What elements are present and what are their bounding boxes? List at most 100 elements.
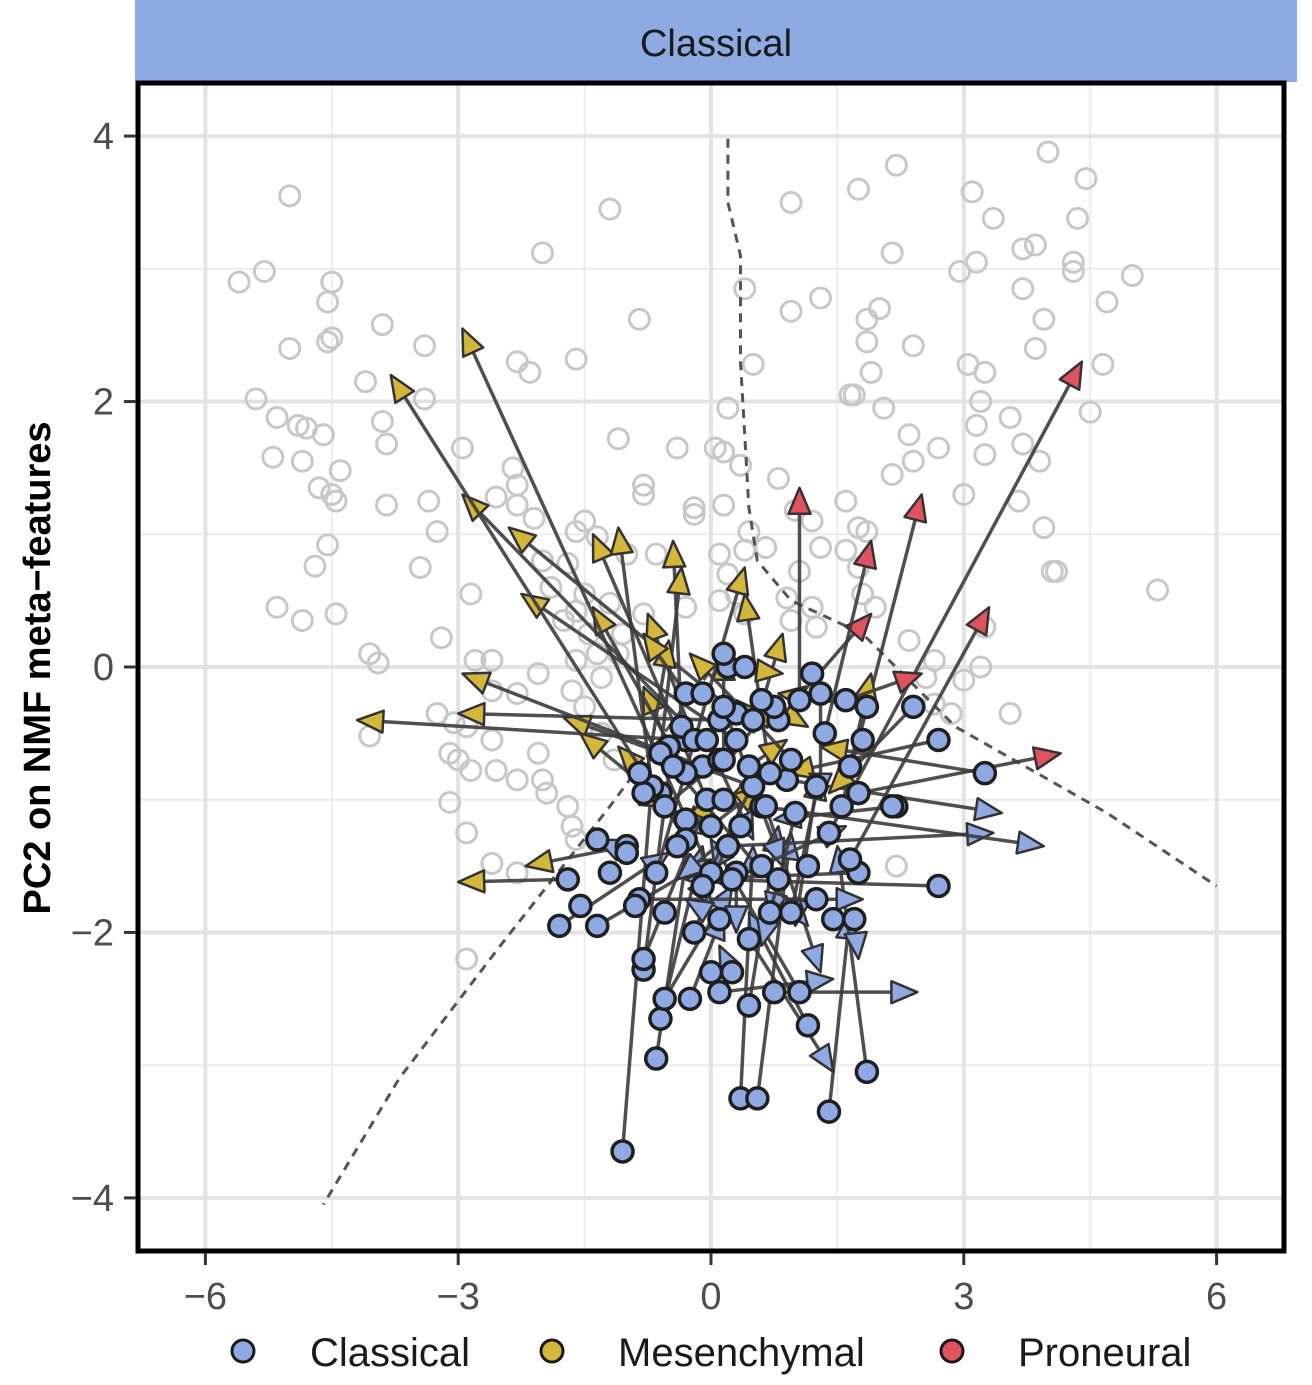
legend-label-proneural: Proneural [1018,1331,1191,1375]
background-point [375,432,399,456]
background-point [366,651,390,675]
trajectory-arrow-head [892,670,923,694]
classical-point [736,926,762,952]
plot-border [135,80,1287,1254]
background-point [775,586,799,610]
classical-point [660,754,686,779]
classical-point [820,906,846,932]
background-point [969,655,993,679]
classical-point [787,979,812,1005]
trajectory-arrow-head [609,526,634,557]
background-point [809,286,833,310]
background-point [459,759,483,783]
trajectory-arrow-head [890,979,919,1005]
background-point [324,602,348,626]
legend-swatch-mesenchymal [539,1338,565,1364]
background-point [450,436,474,460]
classical-point [631,946,656,972]
trajectory-arrow-head [973,796,1003,822]
classical-point [707,979,732,1005]
background-point [682,502,706,526]
classical-point [854,694,880,720]
background-point [754,536,778,560]
trajectory-arrow-shaft [382,719,686,742]
trajectory-arrow-shaft [541,607,738,742]
classical-point [707,906,732,932]
background-point [644,542,668,566]
trajectory-arrow-head [684,898,715,924]
background-point [897,423,921,447]
background-point [413,387,436,411]
trajectory-arrow-head [688,652,718,682]
background-point [1032,516,1056,540]
trajectory-arrow-head [645,612,669,644]
classical-point [648,1006,673,1031]
background-point [526,741,550,765]
background-point [998,405,1022,429]
trajectory-arrow-head [787,486,812,516]
classical-point [795,853,821,879]
background-point [851,582,875,606]
classical-point [610,1139,635,1164]
background-point [779,190,803,214]
background-point [804,615,828,639]
classical-point [555,867,580,892]
x-tick-label: 3 [953,1276,974,1318]
background-point [897,628,921,652]
background-point [880,463,904,487]
background-point [842,383,866,407]
classical-point [879,794,905,819]
background-point [564,648,588,672]
background-point [438,790,462,814]
y-tick-label: 2 [93,382,114,424]
background-point [1011,432,1035,456]
trajectory-arrow-head [754,658,784,683]
background-point [370,313,394,337]
classical-point [652,794,677,819]
background-point [413,334,436,358]
background-point [665,436,689,460]
background-point [429,626,453,650]
trajectory-arrow-head [456,869,486,894]
background-point [927,436,951,460]
classical-point [643,1046,669,1071]
classical-point [690,681,715,706]
y-axis-title: PC2 on NMF meta−features [17,421,59,914]
background-point [370,409,394,433]
background-point [316,290,340,314]
classical-point [804,774,829,799]
background-point [969,390,993,414]
background-point [716,396,740,420]
background-point [244,387,268,411]
trajectory-arrow-shaft [759,934,810,1027]
background-point [290,449,314,473]
classical-point [690,873,715,899]
classical-point [787,687,812,713]
classical-point [846,780,871,806]
background-point [682,496,706,520]
classical-point [724,727,749,753]
x-tick-label: −3 [437,1276,480,1318]
background-point [880,241,904,265]
background-point [552,609,576,633]
background-point [632,473,656,497]
classical-point [850,727,875,753]
trajectory-arrow-head [843,930,868,961]
y-tick-label: −2 [71,912,114,954]
classical-point [652,900,677,925]
background-point [960,180,984,204]
background-point [375,493,399,517]
classical-point [547,913,572,939]
x-tick-label: −6 [184,1276,227,1318]
background-point [589,666,613,690]
background-point [964,413,988,437]
classical-point [698,960,724,985]
trajectory-arrow-shaft [471,351,713,874]
background-point [884,153,908,177]
trajectory-arrow-head [1031,746,1062,771]
background-point [855,330,879,354]
background-point [455,947,479,971]
background-point [855,307,879,331]
trajectory-arrow-head [507,526,538,554]
background-point [1074,167,1098,191]
